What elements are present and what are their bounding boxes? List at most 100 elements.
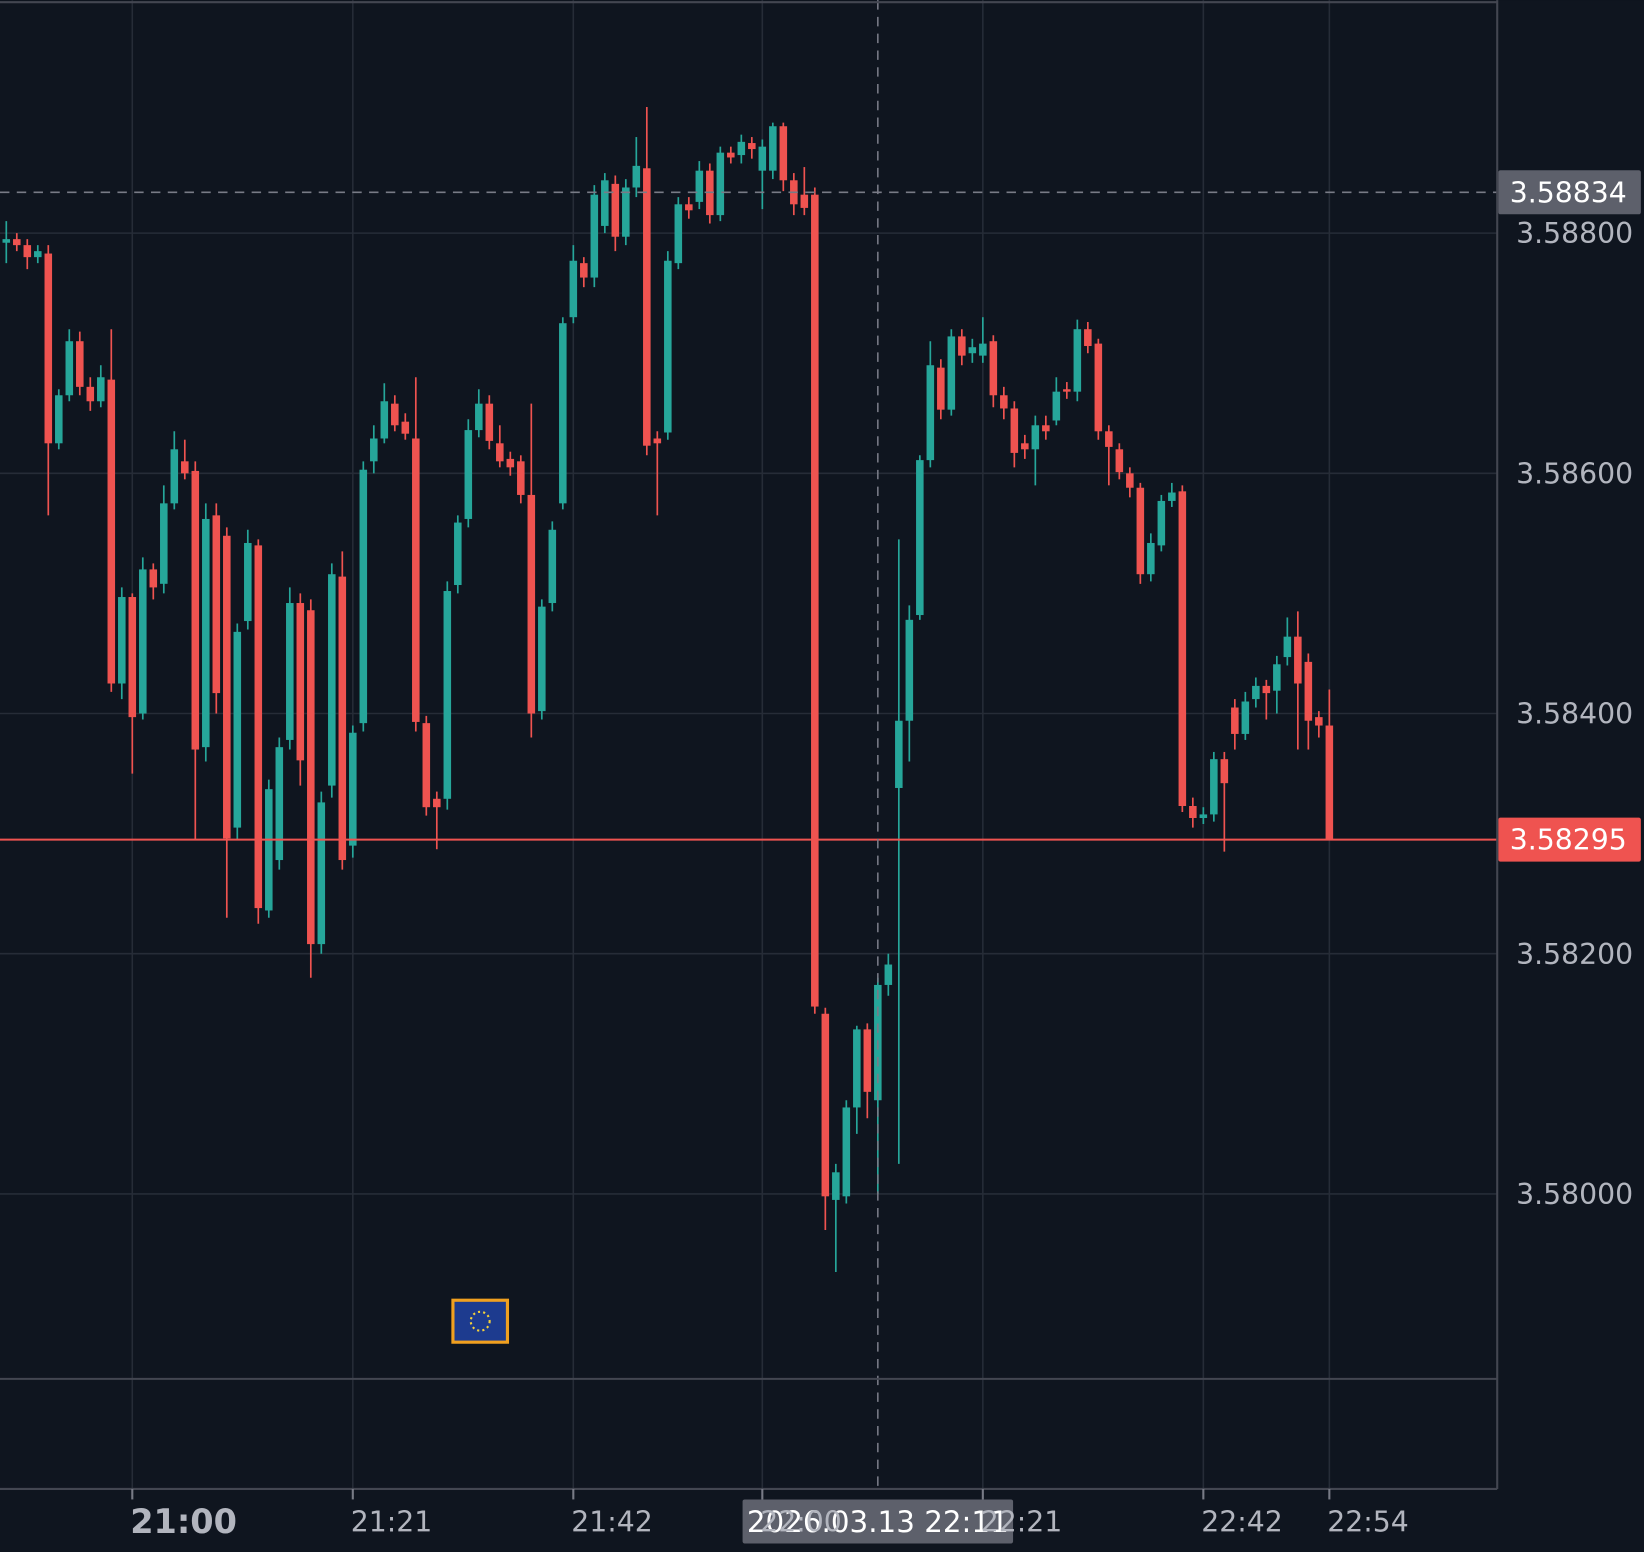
- candle-body: [380, 401, 389, 439]
- y-tick-label: 3.58200: [1516, 938, 1633, 971]
- candle-body: [1252, 685, 1260, 700]
- candle-body: [65, 341, 74, 396]
- candle-body: [118, 597, 126, 684]
- candle-body: [1021, 443, 1029, 450]
- candle-body: [853, 1029, 861, 1108]
- y-tick-label: 3.58800: [1516, 217, 1633, 250]
- candle-body: [433, 798, 441, 808]
- candle-body: [1283, 636, 1292, 658]
- candle-body: [254, 545, 263, 909]
- candle-body: [2, 239, 11, 243]
- candle-body: [832, 1172, 840, 1200]
- candle-body: [296, 603, 305, 761]
- candle-body: [286, 603, 294, 740]
- candle-body: [233, 631, 242, 828]
- candle-body: [674, 204, 683, 264]
- candle-body: [569, 260, 578, 318]
- candle-body: [244, 542, 252, 622]
- candle-body: [1042, 425, 1050, 432]
- candle-body: [968, 347, 977, 354]
- candle-body: [1241, 701, 1250, 734]
- candle-body: [97, 377, 105, 402]
- candle-body: [454, 522, 462, 586]
- candle-body: [349, 732, 357, 846]
- candle-body: [1094, 343, 1103, 432]
- candle-body: [664, 260, 672, 433]
- candle-body: [464, 430, 473, 519]
- candles: [2, 107, 1334, 1272]
- candle-body: [863, 1029, 872, 1092]
- candle-body: [1178, 491, 1187, 806]
- candle-body: [370, 438, 378, 462]
- candle-body: [727, 152, 735, 158]
- candle-body: [191, 470, 200, 750]
- candle-body: [916, 460, 924, 616]
- candle-body: [391, 403, 399, 426]
- crosshair-time-badge: [742, 1499, 1014, 1544]
- x-tick-label: 22:42: [1201, 1506, 1283, 1539]
- candle-body: [265, 789, 273, 911]
- candle-body: [842, 1107, 851, 1197]
- candle-body: [317, 802, 326, 945]
- candle-body: [884, 964, 893, 985]
- crosshair-price-label: 3.58834: [1510, 176, 1627, 209]
- candle-body: [76, 341, 84, 387]
- candle-body: [475, 403, 483, 431]
- crosshair-price-badge: [1498, 170, 1641, 215]
- candle-body: [422, 723, 431, 808]
- candle-body: [496, 443, 504, 462]
- candle-body: [1063, 389, 1071, 392]
- candle-body: [979, 343, 987, 356]
- candle-body: [1157, 500, 1166, 546]
- candle-body: [1168, 492, 1176, 501]
- candle-body: [611, 183, 620, 237]
- y-tick-label: 3.58000: [1516, 1178, 1633, 1211]
- candle-body: [1294, 636, 1302, 684]
- candle-body: [275, 747, 284, 861]
- candle-body: [800, 194, 809, 208]
- candle-body: [622, 187, 630, 237]
- candle-body: [160, 503, 168, 584]
- candle-body: [1273, 664, 1281, 691]
- x-tick-label: 21:00: [130, 1502, 237, 1541]
- candle-body: [485, 403, 494, 441]
- candle-body: [412, 438, 420, 722]
- candle-body: [1073, 329, 1082, 392]
- candle-body: [307, 610, 315, 945]
- candle-body: [202, 518, 210, 748]
- candle-body: [506, 458, 515, 468]
- crosshair-time-label: 2026.03.13 22:11: [747, 1505, 1009, 1539]
- x-tick-label: 22:00: [760, 1506, 842, 1539]
- y-tick-label: 3.58600: [1516, 457, 1633, 490]
- candle-body: [958, 336, 966, 356]
- candle-body: [338, 576, 347, 861]
- candle-body: [632, 165, 641, 188]
- candle-body: [34, 251, 42, 258]
- candle-body: [223, 535, 231, 839]
- y-tick-label: 3.58400: [1516, 698, 1633, 731]
- candle-body: [695, 170, 704, 202]
- candle-body: [538, 606, 546, 712]
- candle-body: [1136, 487, 1145, 575]
- candle-body: [590, 194, 599, 278]
- candle-body: [737, 141, 746, 156]
- candle-body: [1210, 759, 1218, 815]
- candle-body: [811, 194, 819, 1007]
- candle-body: [359, 469, 368, 724]
- candle-body: [748, 143, 756, 150]
- candle-body: [716, 152, 725, 216]
- candle-body: [44, 253, 53, 444]
- candle-body: [989, 341, 998, 396]
- candle-body: [1000, 395, 1008, 409]
- candle-body: [212, 515, 221, 694]
- event-flag[interactable]: [451, 1298, 510, 1344]
- candle-body: [181, 461, 189, 474]
- candle-body: [55, 395, 63, 444]
- candle-body: [86, 386, 95, 402]
- candle-body: [149, 569, 158, 588]
- candle-body: [559, 323, 567, 504]
- candle-body: [1126, 473, 1134, 488]
- x-tick-label: 22:21: [981, 1506, 1063, 1539]
- flag-stars: [469, 1310, 491, 1332]
- candle-body: [1052, 391, 1061, 421]
